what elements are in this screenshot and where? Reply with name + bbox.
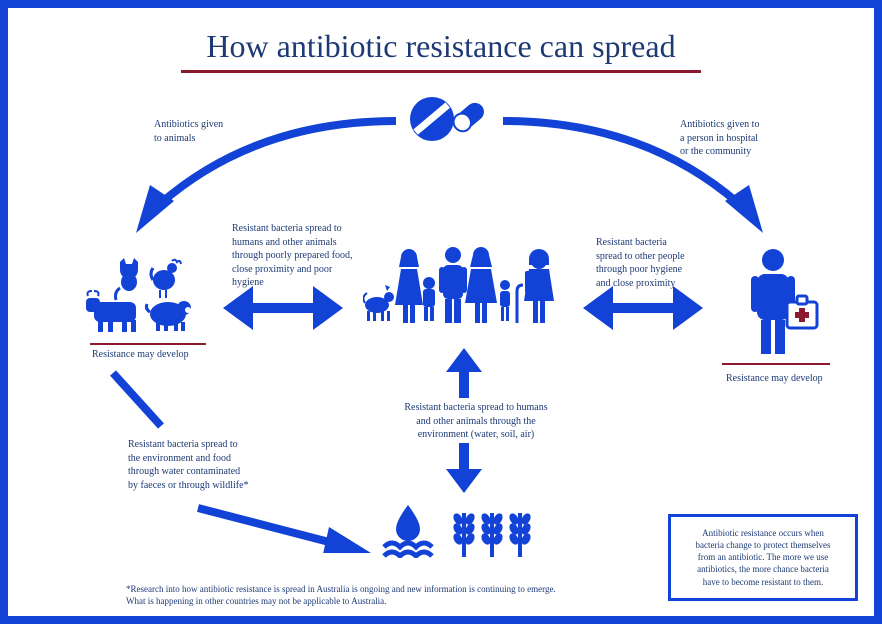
environment-icon — [378, 503, 538, 558]
title-underline — [181, 70, 701, 73]
caption-hospital: Antibiotics given to a person in hospita… — [680, 118, 759, 159]
page-title: How antibiotic resistance can spread — [8, 28, 874, 65]
caption-patient-resistance: Resistance may develop — [726, 372, 823, 386]
arrow-family-to-env — [446, 443, 482, 493]
caption-spread-food: Resistant bacteria spread to humans and … — [232, 222, 353, 290]
animals-underline — [90, 343, 206, 345]
caption-animals-resistance: Resistance may develop — [92, 348, 189, 362]
patient-icon — [743, 248, 823, 358]
pills-icon — [408, 93, 488, 163]
animals-icon — [86, 258, 206, 333]
caption-animals: Antibiotics given to animals — [154, 118, 223, 145]
caption-spread-env-up: Resistant bacteria spread to humans and … — [396, 401, 556, 442]
caption-spread-people: Resistant bacteria spread to other peopl… — [596, 236, 685, 290]
footnote: *Research into how antibiotic resistance… — [126, 583, 556, 607]
double-arrow-animals-family — [223, 283, 343, 333]
arrow-env-to-family — [446, 348, 482, 398]
caption-spread-env-down: Resistant bacteria spread to the environ… — [128, 438, 249, 492]
info-box: Antibiotic resistance occurs when bacter… — [668, 514, 858, 601]
double-arrow-family-patient — [583, 283, 703, 333]
patient-underline — [722, 363, 830, 365]
family-icon — [363, 243, 563, 328]
